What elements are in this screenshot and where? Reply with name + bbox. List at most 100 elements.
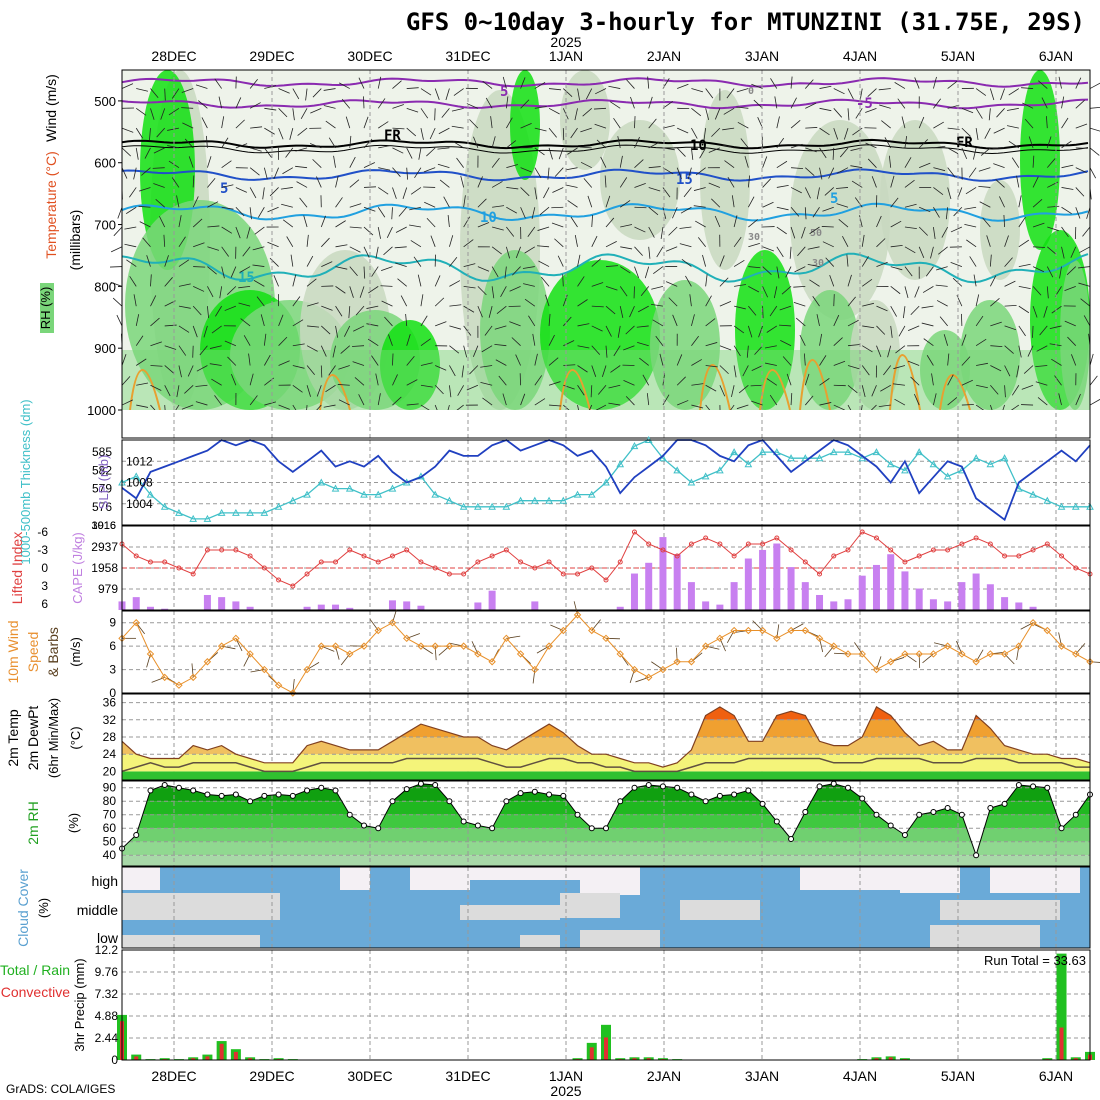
wind-barb	[144, 147, 151, 159]
wind-barb	[506, 164, 519, 169]
axis-label-rh: RH (%)	[38, 287, 53, 330]
wind-barb	[1089, 353, 1094, 366]
wind-barb	[463, 325, 472, 336]
cape-bar	[944, 601, 952, 610]
wind-barb	[982, 217, 991, 228]
wind-barb	[975, 88, 987, 96]
wind-tick: 3	[109, 663, 116, 677]
wind-barb	[363, 162, 376, 169]
contour-label: 15	[676, 172, 693, 188]
wind-speed-point	[132, 619, 140, 627]
wind-barb	[786, 373, 792, 386]
contour-label: 50	[810, 228, 822, 239]
wind-barb	[345, 116, 351, 129]
wind-barb	[363, 96, 365, 109]
wind-barb	[392, 147, 404, 154]
wind-barb	[420, 294, 424, 307]
wind-barb	[472, 345, 479, 357]
wind-barb	[833, 294, 835, 307]
wind-barb	[619, 155, 623, 168]
wind-barb	[482, 397, 493, 406]
lifted-index-point	[688, 541, 694, 547]
wind-barb	[847, 344, 860, 347]
thickness-point	[587, 490, 596, 498]
lifted-index-point	[375, 559, 381, 565]
wind-barb	[359, 286, 365, 298]
wind-barb	[734, 284, 747, 287]
wind-barb	[562, 274, 564, 287]
lifted-index-point	[1059, 553, 1065, 559]
wind-barb	[766, 378, 778, 386]
wind-barb	[278, 88, 290, 94]
precip-convective-bar	[1073, 1058, 1078, 1060]
wind-barb	[665, 281, 678, 287]
wind-barb	[691, 147, 694, 160]
thickness-tick: 585	[92, 445, 112, 459]
dewpoint-line	[121, 757, 1090, 773]
lifted-index-point	[361, 553, 367, 559]
wind-barb	[933, 167, 946, 172]
wind-barb	[1075, 167, 1087, 174]
wind-barb	[733, 345, 741, 357]
wind-barb	[950, 261, 963, 267]
wind-barb	[320, 345, 327, 357]
wind-barb	[381, 300, 393, 307]
wind-speed-point	[246, 650, 254, 658]
wind-barb	[221, 160, 232, 168]
wind-barb	[790, 97, 797, 109]
rh-tick: 90	[103, 781, 117, 795]
wind-barb	[708, 147, 721, 153]
wind-speed-point	[716, 634, 724, 643]
date-label-top: 3JAN	[745, 48, 779, 64]
wind-barb	[862, 345, 873, 353]
wind-barb	[1046, 116, 1048, 129]
wind-barb	[121, 399, 133, 406]
wind-barb	[254, 226, 265, 235]
wind-barb	[235, 187, 248, 193]
wind-barb	[278, 336, 288, 346]
thickness-point	[232, 508, 240, 516]
wind-barb	[636, 325, 649, 328]
wind-barb	[776, 266, 780, 279]
wind-barb	[278, 314, 284, 327]
wind-barb	[562, 316, 572, 327]
wind-barb	[774, 96, 778, 109]
thickness-point	[972, 454, 980, 462]
rh-point	[1044, 784, 1051, 791]
wind-barb	[733, 215, 738, 228]
wind-barb	[1004, 280, 1016, 287]
wind-barb	[850, 165, 863, 169]
thickness-point	[502, 502, 511, 510]
wind-barb	[736, 404, 749, 410]
wind-barb	[250, 147, 262, 152]
wind-barb	[164, 345, 177, 350]
date-label-top: 29DEC	[249, 48, 294, 64]
wind-barb	[110, 281, 123, 287]
thickness-point	[673, 466, 682, 474]
rh-point	[958, 811, 965, 818]
temp-band	[122, 754, 1090, 772]
contour-label: 5	[830, 191, 838, 207]
wind-barb	[846, 254, 849, 267]
contour-label: 15	[238, 270, 255, 286]
wind-barb	[691, 314, 695, 327]
lifted-index-point	[304, 571, 310, 577]
wind-speed-point	[1029, 619, 1037, 627]
wind-barb	[862, 278, 873, 287]
cloud-level-high: high	[92, 873, 118, 889]
wind-barb	[878, 88, 891, 91]
wind-barb	[593, 107, 607, 110]
wind-barb	[133, 294, 137, 307]
rh-point	[987, 804, 994, 811]
thickness-point	[203, 514, 212, 522]
wind-barb	[480, 365, 493, 368]
wind-barb	[349, 226, 362, 229]
thickness-point	[573, 490, 582, 498]
wind-barb	[973, 274, 977, 287]
wind-barb	[182, 122, 194, 129]
wind-barb	[819, 127, 830, 136]
rh-point	[389, 798, 396, 805]
wind-barb	[506, 187, 519, 190]
wind-barb	[392, 353, 394, 366]
wind-barb	[904, 226, 917, 230]
